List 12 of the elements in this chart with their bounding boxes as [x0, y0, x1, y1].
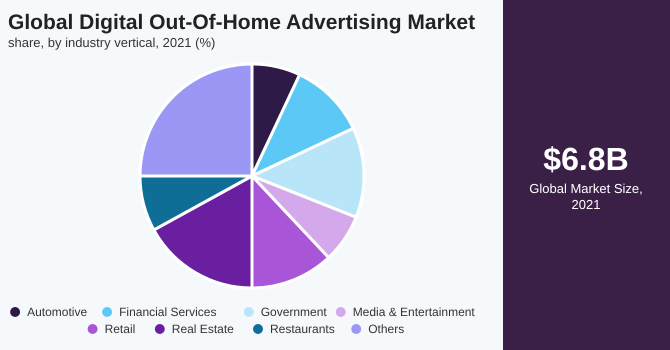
text: Global Market Size, 2021: [529, 181, 643, 212]
legend-label: Others: [368, 322, 404, 336]
chart-title: Global Digital Out-Of-Home Advertising Market: [8, 11, 476, 34]
chart-subtitle: share, by industry vertical, 2021 (%): [8, 35, 216, 50]
legend-label: Automotive: [27, 305, 88, 319]
legend-label: Government: [260, 305, 328, 319]
legend-label: Real Estate: [172, 322, 234, 336]
legend-label: Media & Entertainment: [352, 305, 476, 319]
text: $6.8B: [543, 141, 629, 177]
legend-label: Financial Services: [119, 305, 216, 319]
legend-label: Retail: [104, 322, 136, 336]
legend-label: Restaurants: [270, 322, 335, 336]
